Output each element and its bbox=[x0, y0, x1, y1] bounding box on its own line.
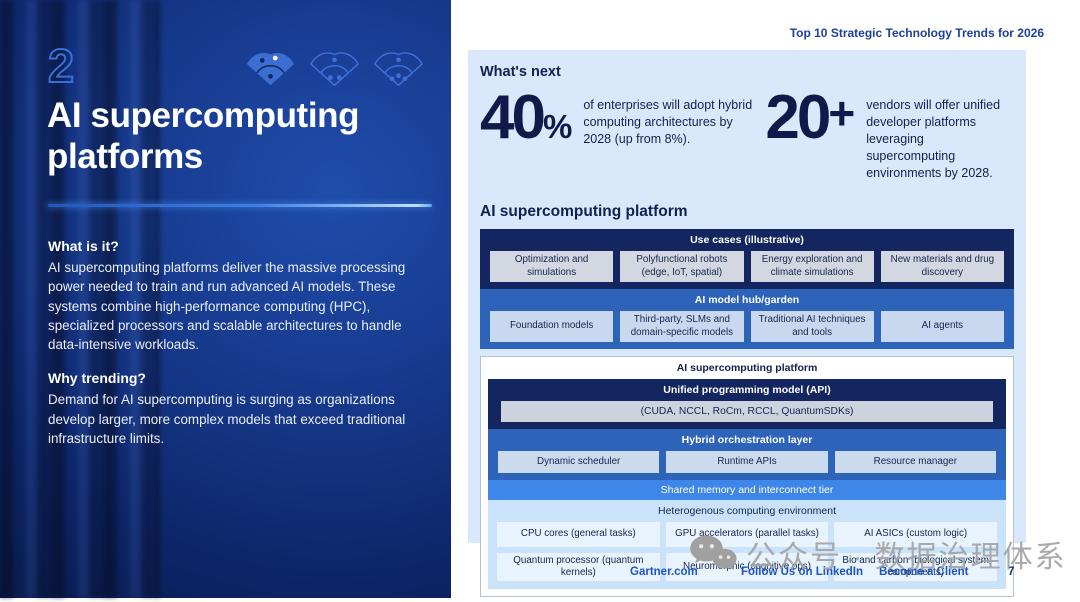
platform-box-title: AI supercomputing platform bbox=[676, 362, 818, 374]
use-cases-band: Use cases (illustrative) Optimization an… bbox=[480, 229, 1014, 289]
use-case-box: Polyfunctional robots (edge, IoT, spatia… bbox=[620, 251, 744, 282]
stat-enterprises: 40% of enterprises will adopt hybrid com… bbox=[480, 83, 765, 182]
heterogenous-title: Heterogenous computing environment bbox=[657, 505, 837, 517]
document-title: Top 10 Strategic Technology Trends for 2… bbox=[789, 26, 1044, 40]
page-number: 7 bbox=[1008, 566, 1015, 578]
model-hub-title: AI model hub/garden bbox=[694, 294, 800, 306]
footer-link-linkedin[interactable]: Follow Us on LinkedIn bbox=[741, 566, 864, 578]
trend-fan-icons bbox=[241, 44, 428, 91]
plus-sign: + bbox=[828, 87, 856, 139]
title-divider bbox=[48, 204, 432, 207]
fan-icon-outline-2 bbox=[309, 52, 360, 87]
stat-value-40: 40% bbox=[480, 83, 573, 152]
orchestration-boxes: Dynamic scheduler Runtime APIs Resource … bbox=[498, 451, 996, 473]
shared-memory-strip: Shared memory and interconnect tier bbox=[488, 480, 1006, 500]
footer-link-become-client[interactable]: Become a Client bbox=[879, 566, 969, 578]
left-panel: 2 bbox=[0, 0, 451, 598]
stat-text-40: of enterprises will adopt hybrid computi… bbox=[583, 98, 753, 146]
background-streaks bbox=[0, 0, 160, 598]
what-is-it-body: AI supercomputing platforms deliver the … bbox=[48, 260, 406, 353]
heterogenous-box: Bio and carbon (biological system compon… bbox=[834, 553, 997, 582]
stat-vendors: 20+ vendors will offer unified developer… bbox=[765, 83, 1014, 182]
page-title: AI supercomputing platforms bbox=[47, 96, 360, 176]
fan-icon-outline-3 bbox=[373, 52, 424, 87]
trend-number: 2 bbox=[47, 38, 76, 93]
platform-diagram: Use cases (illustrative) Optimization an… bbox=[480, 229, 1014, 598]
diagram-heading: AI supercomputing platform bbox=[480, 203, 688, 220]
fan-icon-filled bbox=[246, 52, 295, 86]
why-trending-body: Demand for AI supercomputing is surging … bbox=[48, 392, 406, 447]
footer-link-gartner[interactable]: Gartner.com bbox=[630, 566, 698, 578]
use-case-box: Energy exploration and climate simulatio… bbox=[750, 251, 874, 282]
heterogenous-row-1: CPU cores (general tasks) GPU accelerato… bbox=[497, 522, 997, 547]
sdk-box: (CUDA, NCCL, RoCm, RCCL, QuantumSDKs) bbox=[501, 401, 993, 422]
platform-box: AI supercomputing platform Unified progr… bbox=[480, 356, 1014, 598]
stats-row: 40% of enterprises will adopt hybrid com… bbox=[480, 83, 1014, 182]
orchestration-box: Resource manager bbox=[834, 451, 996, 473]
what-is-it-heading: What is it? bbox=[48, 238, 119, 254]
heterogenous-band: Heterogenous computing environment CPU c… bbox=[488, 500, 1006, 590]
orchestration-box: Runtime APIs bbox=[666, 451, 828, 473]
right-panel: What's next 40% of enterprises will adop… bbox=[468, 50, 1026, 598]
heterogenous-box: CPU cores (general tasks) bbox=[497, 522, 660, 547]
use-case-box: Optimization and simulations bbox=[490, 251, 614, 282]
use-cases-boxes: Optimization and simulations Polyfunctio… bbox=[490, 251, 1004, 282]
model-hub-band: AI model hub/garden Foundation models Th… bbox=[480, 289, 1014, 349]
model-hub-box: Traditional AI techniques and tools bbox=[750, 311, 874, 342]
use-case-box: New materials and drug discovery bbox=[880, 251, 1004, 282]
model-hub-box: AI agents bbox=[880, 311, 1004, 342]
stat-value-20: 20+ bbox=[765, 83, 856, 152]
stat-text-20: vendors will offer unified developer pla… bbox=[866, 98, 1001, 180]
heterogenous-box: GPU accelerators (parallel tasks) bbox=[665, 522, 829, 547]
model-hub-box: Third-party, SLMs and domain-specific mo… bbox=[620, 311, 744, 342]
programming-title: Unified programming model (API) bbox=[663, 384, 831, 396]
model-hub-box: Foundation models bbox=[490, 311, 614, 342]
why-trending-heading: Why trending? bbox=[48, 370, 146, 387]
percent-sign: % bbox=[542, 108, 573, 145]
orchestration-title: Hybrid orchestration layer bbox=[681, 434, 813, 446]
heterogenous-box: AI ASICs (custom logic) bbox=[834, 522, 997, 547]
model-hub-boxes: Foundation models Third-party, SLMs and … bbox=[490, 311, 1004, 342]
orchestration-band: Hybrid orchestration layer Dynamic sched… bbox=[488, 429, 1006, 480]
orchestration-box: Dynamic scheduler bbox=[498, 451, 660, 473]
use-cases-title: Use cases (illustrative) bbox=[690, 234, 804, 246]
whats-next-heading: What's next bbox=[480, 64, 561, 80]
programming-band: Unified programming model (API) (CUDA, N… bbox=[488, 379, 1006, 429]
heterogenous-box: Quantum processor (quantum kernels) bbox=[497, 553, 660, 582]
left-copy: What is it? AI supercomputing platforms … bbox=[48, 238, 424, 464]
